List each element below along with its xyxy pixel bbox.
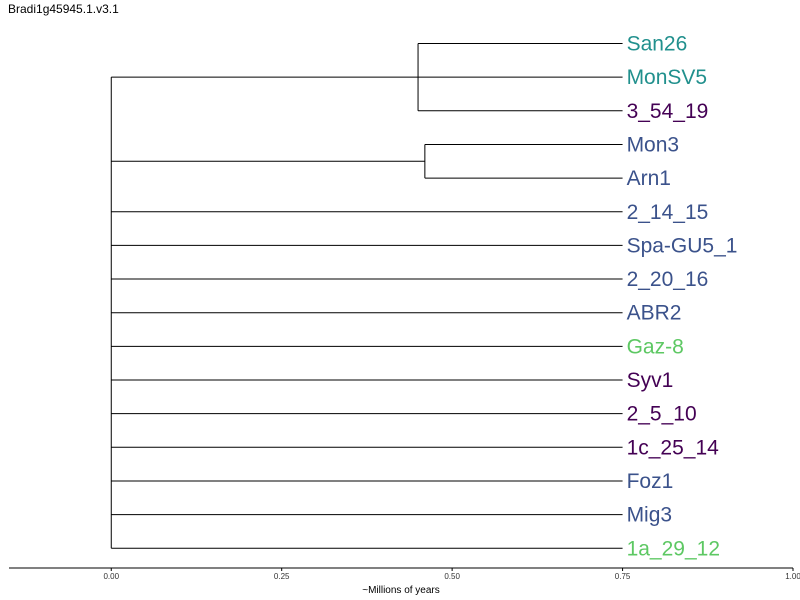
tip-label: 2_14_15 (627, 201, 709, 224)
x-tick-label: 0.50 (444, 572, 460, 581)
tip-label: Arn1 (627, 167, 671, 190)
tip-label: Spa-GU5_1 (627, 234, 738, 257)
x-axis-label: ~Millions of years (362, 585, 440, 596)
tip-label: Syv1 (627, 369, 674, 392)
tip-label: Mig3 (627, 504, 673, 527)
tip-label: San26 (627, 33, 688, 56)
tip-label: 1c_25_14 (627, 436, 720, 459)
tip-label: 1a_29_12 (627, 537, 720, 560)
tip-label: ABR2 (627, 302, 682, 325)
chart-title: Bradi1g45945.1.v3.1 (8, 2, 119, 16)
tip-label: Gaz-8 (627, 335, 684, 358)
x-tick-label: 0.00 (103, 572, 119, 581)
tip-label: Foz1 (627, 470, 674, 493)
tip-label: 2_5_10 (627, 403, 697, 426)
x-tick-label: 1.00 (785, 572, 800, 581)
x-tick-label: 0.75 (615, 572, 631, 581)
tip-label: MonSV5 (627, 66, 708, 89)
x-tick-label: 0.25 (274, 572, 290, 581)
tip-label: 2_20_16 (627, 268, 709, 291)
tip-label: 3_54_19 (627, 100, 709, 123)
tip-label: Mon3 (627, 133, 680, 156)
